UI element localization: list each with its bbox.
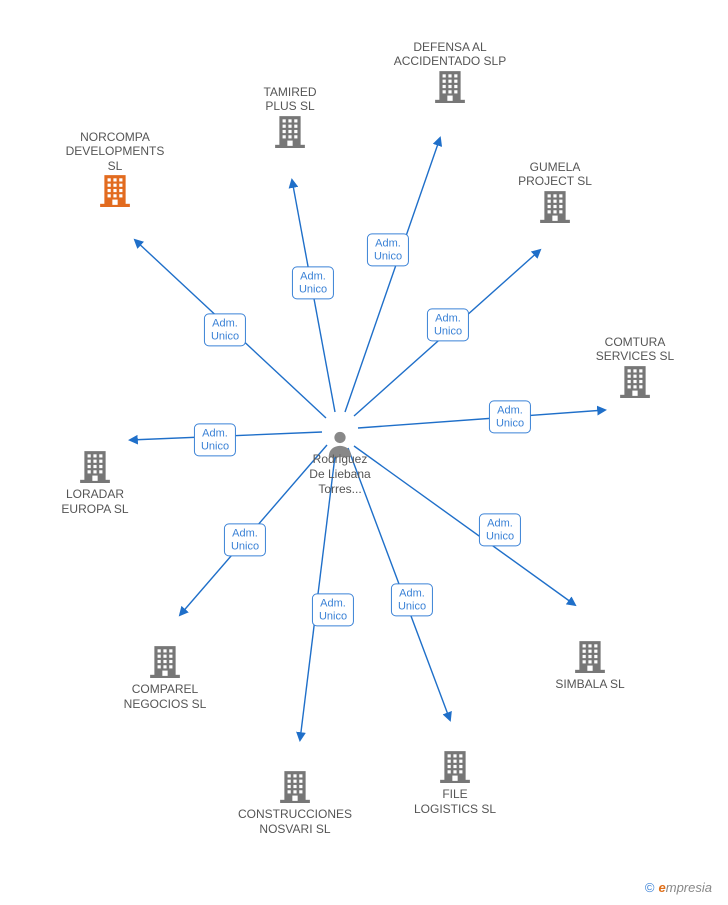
building-icon bbox=[98, 173, 132, 207]
company-label: GUMELA PROJECT SL bbox=[518, 160, 592, 188]
edge-label: Adm. Unico bbox=[224, 523, 266, 556]
building-icon bbox=[78, 449, 112, 483]
company-node-comparel: COMPAREL NEGOCIOS SL bbox=[95, 630, 235, 711]
company-node-tamired: TAMIRED PLUS SL bbox=[220, 85, 360, 152]
company-label: FILE LOGISTICS SL bbox=[414, 787, 496, 815]
edge-label: Adm. Unico bbox=[479, 513, 521, 546]
edge-label: Adm. Unico bbox=[204, 313, 246, 346]
company-label: TAMIRED PLUS SL bbox=[263, 85, 316, 113]
edge-label: Adm. Unico bbox=[367, 233, 409, 266]
company-node-simbala: SIMBALA SL bbox=[520, 625, 660, 692]
company-node-comtura: COMTURA SERVICES SL bbox=[565, 335, 705, 402]
building-icon bbox=[148, 644, 182, 678]
building-icon bbox=[273, 114, 307, 148]
center-person-label: Rodriguez De Liebana Torres... bbox=[309, 452, 370, 497]
company-label: LORADAR EUROPA SL bbox=[61, 487, 128, 515]
brand-rest: mpresia bbox=[666, 880, 712, 895]
building-icon bbox=[278, 769, 312, 803]
company-label: DEFENSA AL ACCIDENTADO SLP bbox=[394, 40, 506, 68]
company-label: COMPAREL NEGOCIOS SL bbox=[124, 682, 207, 710]
edge-line bbox=[345, 138, 440, 412]
edge-label: Adm. Unico bbox=[391, 583, 433, 616]
edge-line bbox=[354, 446, 575, 605]
edge-label: Adm. Unico bbox=[489, 400, 531, 433]
company-node-gumela: GUMELA PROJECT SL bbox=[485, 160, 625, 227]
watermark: © empresia bbox=[645, 880, 712, 895]
company-label: COMTURA SERVICES SL bbox=[596, 335, 674, 363]
diagram-canvas: Rodriguez De Liebana Torres... NORCOMPA D… bbox=[0, 0, 728, 905]
edge-label: Adm. Unico bbox=[427, 308, 469, 341]
company-label: SIMBALA SL bbox=[555, 677, 624, 691]
building-icon bbox=[438, 749, 472, 783]
building-icon bbox=[433, 69, 467, 103]
brand-first-letter: e bbox=[659, 880, 666, 895]
building-icon bbox=[538, 189, 572, 223]
company-node-file: FILE LOGISTICS SL bbox=[385, 735, 525, 816]
edge-label: Adm. Unico bbox=[312, 593, 354, 626]
company-label: CONSTRUCCIONES NOSVARI SL bbox=[238, 807, 352, 835]
company-node-defensa: DEFENSA AL ACCIDENTADO SLP bbox=[380, 40, 520, 107]
edge-line bbox=[358, 410, 605, 428]
copyright-symbol: © bbox=[645, 880, 655, 895]
company-node-loradar: LORADAR EUROPA SL bbox=[25, 435, 165, 516]
building-icon bbox=[573, 639, 607, 673]
edge-label: Adm. Unico bbox=[194, 423, 236, 456]
company-label: NORCOMPA DEVELOPMENTS SL bbox=[66, 130, 165, 173]
company-node-norcompa: NORCOMPA DEVELOPMENTS SL bbox=[45, 130, 185, 211]
edge-label: Adm. Unico bbox=[292, 266, 334, 299]
company-node-construcc: CONSTRUCCIONES NOSVARI SL bbox=[225, 755, 365, 836]
building-icon bbox=[618, 364, 652, 398]
